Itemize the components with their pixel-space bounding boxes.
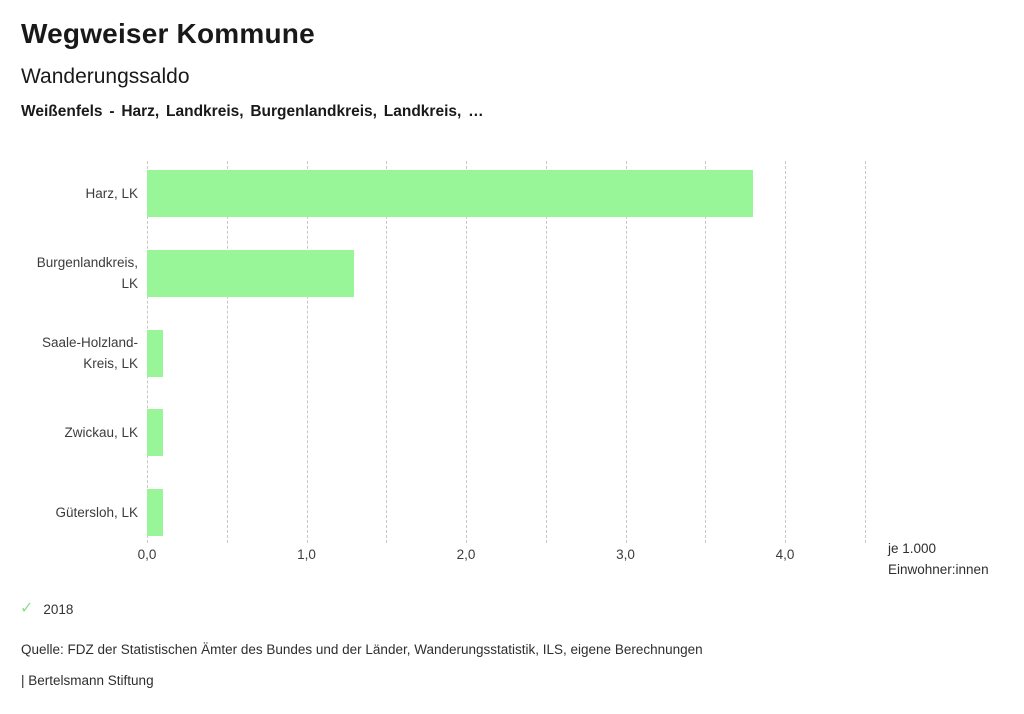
x-axis-tick-label: 4,0 [775,547,795,562]
horizontal-bar-chart: Harz, LK Burgenlandkreis, LK Saale-Holzland… [0,161,989,580]
category-label-line: Burgenlandkreis, [36,255,138,271]
indicator-title: Wanderungssaldo [21,65,190,88]
x-axis-tick-label: 1,0 [297,547,316,562]
category-label: Zwickau, LK [0,409,138,456]
category-label-line: Gütersloh, LK [55,505,138,520]
bar-burgenlandkreis-lk[interactable] [147,249,355,297]
category-label: Burgenlandkreis, LK [0,250,138,297]
x-axis-unit-label-line: Einwohner:innen [888,561,989,577]
category-label: Gütersloh, LK [0,489,138,536]
legend-year-label: 2018 [43,601,74,617]
check-icon: ✓ [20,600,34,617]
x-axis-unit-label: je 1.000 Einwohner:innen [888,539,989,580]
x-axis-unit-label-line: je 1.000 [888,541,937,556]
x-axis-tick-label: 0,0 [137,547,157,562]
gridline [545,161,547,543]
gridline [306,161,308,543]
region-comparison-subtitle: Weißenfels - Harz, Landkreis, Burgenland… [21,103,484,120]
category-label-line: Kreis, LK [83,356,138,371]
gridline [625,161,627,543]
category-label-line: Saale-Holzland- [41,335,138,350]
source-note: Quelle: FDZ der Statistischen Ämter des … [21,642,703,657]
gridline [386,161,388,543]
bar-harz-lk[interactable] [147,170,754,217]
bar-saale-holzland-kreis-lk[interactable] [147,329,163,377]
gridline [785,161,786,543]
x-axis-tick-label: 3,0 [616,547,635,562]
category-label: Saale-Holzland- Kreis, LK [0,330,138,377]
category-label-line: Zwickau, LK [64,425,138,441]
category-label: Harz, LK [0,170,138,217]
x-axis-tick-label: 2,0 [456,547,476,562]
brand-note: | Bertelsmann Stiftung [21,673,154,688]
gridline [705,161,707,543]
category-label-line: Harz, LK [85,186,138,201]
bar-g-tersloh-lk[interactable] [147,489,163,536]
gridline [864,161,866,543]
category-label-line: LK [121,276,138,292]
gridline [226,161,228,543]
legend-item-2018[interactable]: ✓ 2018 [20,601,73,617]
gridline [466,161,467,543]
bar-zwickau-lk[interactable] [147,409,163,457]
app-title: Wegweiser Kommune [21,18,315,49]
